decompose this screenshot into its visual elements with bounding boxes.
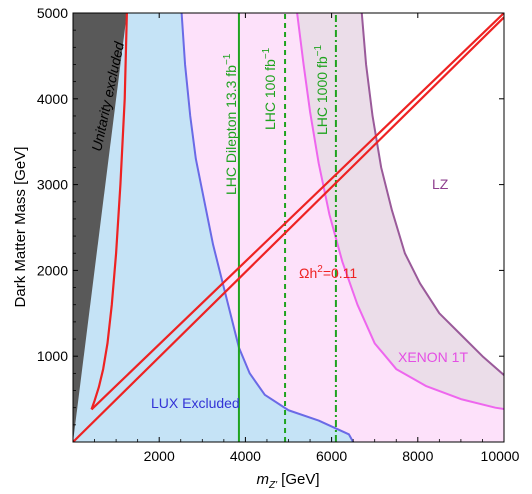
relic-density-text: Ωh bbox=[299, 265, 317, 281]
lhc-dilepton-text: LHC Dilepton 13.3 fb bbox=[223, 65, 239, 195]
x-axis-title-prefix: m bbox=[256, 471, 269, 488]
x-axis-title-sub: Z' bbox=[268, 480, 278, 491]
x-tick-label: 10000 bbox=[481, 448, 520, 464]
excluded-regions bbox=[73, 13, 504, 442]
lux-excluded-text: LUX Excluded bbox=[151, 395, 240, 411]
region-unitarity-fill bbox=[73, 13, 127, 442]
lz-text: LZ bbox=[432, 176, 449, 192]
series-line-h-0-11-left-branch bbox=[90, 13, 128, 410]
y-tick-label: 4000 bbox=[37, 91, 68, 107]
x-tick-label: 2000 bbox=[144, 448, 175, 464]
x-axis-title: mZ' [GeV] bbox=[256, 471, 319, 491]
lz-label: LZ bbox=[432, 176, 449, 192]
series-lines bbox=[73, 13, 504, 442]
y-axis-title: Dark Matter Mass [GeV] bbox=[12, 147, 29, 308]
lhc-dilepton-sup: −1 bbox=[222, 53, 233, 65]
region-xenon-edge bbox=[296, 13, 504, 410]
region-lux-edge bbox=[180, 13, 355, 442]
series-line-h-0-11-upper-line bbox=[90, 13, 504, 411]
x-tick-label: 8000 bbox=[402, 448, 433, 464]
lhc-100-text: LHC 100 fb bbox=[262, 59, 278, 130]
axis-ticks: 2000 4000 6000 8000 10000 1000 2000 3000 4000 500… bbox=[37, 5, 520, 464]
region-lz-fill bbox=[297, 13, 504, 409]
region-lux-fill bbox=[73, 13, 354, 442]
xenon-1t-label: XENON 1T bbox=[398, 349, 468, 365]
x-tick-label: 4000 bbox=[230, 448, 261, 464]
x-axis-title-suffix: [GeV] bbox=[277, 471, 320, 488]
region-lz-edge bbox=[360, 13, 504, 376]
lhc-1000-label: LHC 1000 fb−1 bbox=[313, 45, 330, 135]
lux-excluded-label: LUX Excluded bbox=[151, 395, 240, 411]
series-line-h-0-11-lower-line bbox=[73, 16, 504, 442]
lhc-100-sup: −1 bbox=[261, 47, 272, 59]
lhc-1000-sup: −1 bbox=[313, 45, 324, 57]
x-tick-label: 6000 bbox=[316, 448, 347, 464]
y-tick-label: 2000 bbox=[37, 262, 68, 278]
relic-density-sup: 2 bbox=[317, 264, 323, 275]
y-axis-title-text: Dark Matter Mass [GeV] bbox=[12, 147, 29, 308]
lhc-dilepton-label: LHC Dilepton 13.3 fb−1 bbox=[222, 53, 239, 195]
lhc-1000-text: LHC 1000 fb bbox=[314, 56, 330, 135]
relic-density-suffix: =0.11 bbox=[323, 265, 358, 281]
y-tick-label: 1000 bbox=[37, 348, 68, 364]
lhc-100-label: LHC 100 fb−1 bbox=[261, 47, 278, 130]
region-xenon-fill bbox=[181, 13, 504, 442]
relic-density-label: Ωh2=0.11 bbox=[299, 264, 357, 281]
xenon-1t-text: XENON 1T bbox=[398, 349, 468, 365]
y-tick-label: 5000 bbox=[37, 5, 68, 21]
y-tick-label: 3000 bbox=[37, 177, 68, 193]
